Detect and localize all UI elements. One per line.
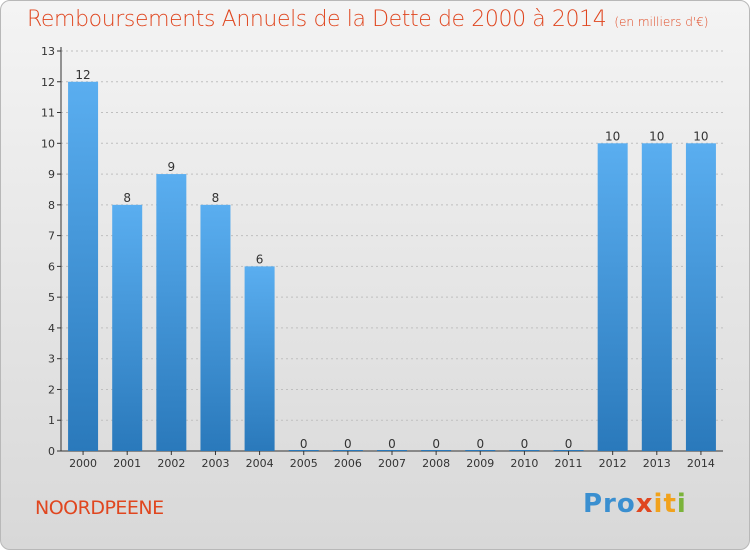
y-tick-label: 2: [48, 383, 55, 396]
x-tick-label: 2006: [334, 457, 362, 470]
x-tick-label: 2009: [466, 457, 494, 470]
logo-part: x: [635, 489, 654, 519]
bar-value-label: 10: [649, 129, 664, 143]
bar: [553, 450, 584, 451]
x-tick-label: 2012: [599, 457, 627, 470]
bar: [112, 204, 143, 451]
x-tick-label: 2007: [378, 457, 406, 470]
y-tick-label: 0: [48, 445, 55, 458]
x-tick-label: 2014: [687, 457, 715, 470]
bar: [156, 174, 187, 452]
proxiti-logo: Proxiti: [583, 489, 687, 519]
y-tick-label: 3: [48, 353, 55, 366]
bar: [68, 81, 99, 452]
logo-part: it: [653, 489, 677, 519]
chart-title-text: Remboursements Annuels de la Dette de 20…: [27, 7, 607, 32]
y-tick-label: 5: [48, 291, 55, 304]
x-tick-label: 2004: [246, 457, 274, 470]
y-tick-label: 10: [41, 137, 55, 150]
bar-value-label: 9: [168, 160, 176, 174]
x-tick-label: 2008: [422, 457, 450, 470]
bar-value-label: 0: [476, 437, 484, 451]
x-tick-label: 2000: [69, 457, 97, 470]
bar-value-label: 10: [605, 129, 620, 143]
bar-value-label: 6: [256, 252, 264, 266]
x-tick-label: 2001: [113, 457, 141, 470]
bar: [288, 450, 319, 451]
x-tick-label: 2010: [510, 457, 538, 470]
bar-value-label: 8: [123, 191, 131, 205]
bar: [509, 450, 540, 451]
y-tick-label: 6: [48, 260, 55, 273]
bar: [641, 143, 672, 452]
logo-part: Pro: [583, 489, 636, 519]
bar-value-label: 0: [388, 437, 396, 451]
bar: [685, 143, 716, 452]
bar-value-label: 0: [300, 437, 308, 451]
commune-name: NOORDPEENE: [35, 497, 164, 519]
bar-value-label: 0: [565, 437, 573, 451]
bar: [332, 450, 363, 451]
y-tick-label: 7: [48, 230, 55, 243]
x-tick-label: 2011: [555, 457, 583, 470]
x-tick-label: 2003: [201, 457, 229, 470]
bar-value-label: 0: [521, 437, 529, 451]
y-tick-label: 11: [41, 107, 55, 120]
bar-value-label: 12: [75, 68, 90, 82]
bar: [465, 450, 496, 451]
bar-value-label: 0: [344, 437, 352, 451]
bar: [597, 143, 628, 452]
bar-value-label: 10: [693, 129, 708, 143]
bar: [200, 204, 231, 451]
logo-part: i: [676, 489, 687, 519]
x-tick-label: 2005: [290, 457, 318, 470]
x-tick-label: 2013: [643, 457, 671, 470]
y-tick-label: 9: [48, 168, 55, 181]
bar-value-label: 0: [432, 437, 440, 451]
y-tick-label: 1: [48, 414, 55, 427]
y-tick-label: 13: [41, 45, 55, 58]
y-tick-label: 12: [41, 76, 55, 89]
chart-unit: (en milliers d'€): [614, 15, 709, 29]
y-tick-label: 4: [48, 322, 55, 335]
bar: [377, 450, 407, 451]
chart-title: Remboursements Annuels de la Dette de 20…: [27, 7, 708, 32]
x-tick-label: 2002: [157, 457, 185, 470]
bar: [421, 450, 452, 451]
bar-value-label: 8: [212, 191, 220, 205]
bar: [244, 266, 275, 451]
y-tick-label: 8: [48, 199, 55, 212]
